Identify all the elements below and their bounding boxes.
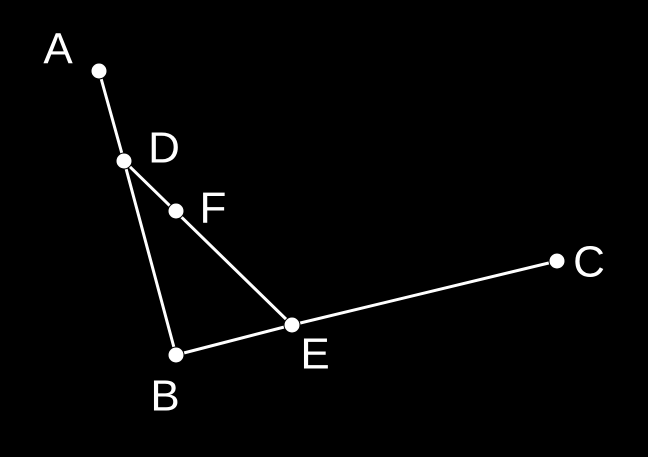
point-E [283,316,301,334]
segment-E-C [290,259,559,327]
label-D: D [148,124,180,173]
point-F [167,202,185,220]
segment-D-B [122,159,178,357]
labels-group: A D F B E C [43,25,605,421]
label-E: E [300,330,329,379]
label-A: A [43,25,73,74]
point-C [548,252,566,270]
label-B: B [150,372,179,421]
segment-D-E [122,159,294,327]
segment-A-D [97,69,126,163]
label-C: C [573,238,605,287]
label-F: F [200,184,227,233]
points-group [90,62,566,364]
point-A [90,62,108,80]
segment-B-E [174,323,294,357]
segments-group [97,69,559,357]
point-D [115,152,133,170]
point-B [167,346,185,364]
